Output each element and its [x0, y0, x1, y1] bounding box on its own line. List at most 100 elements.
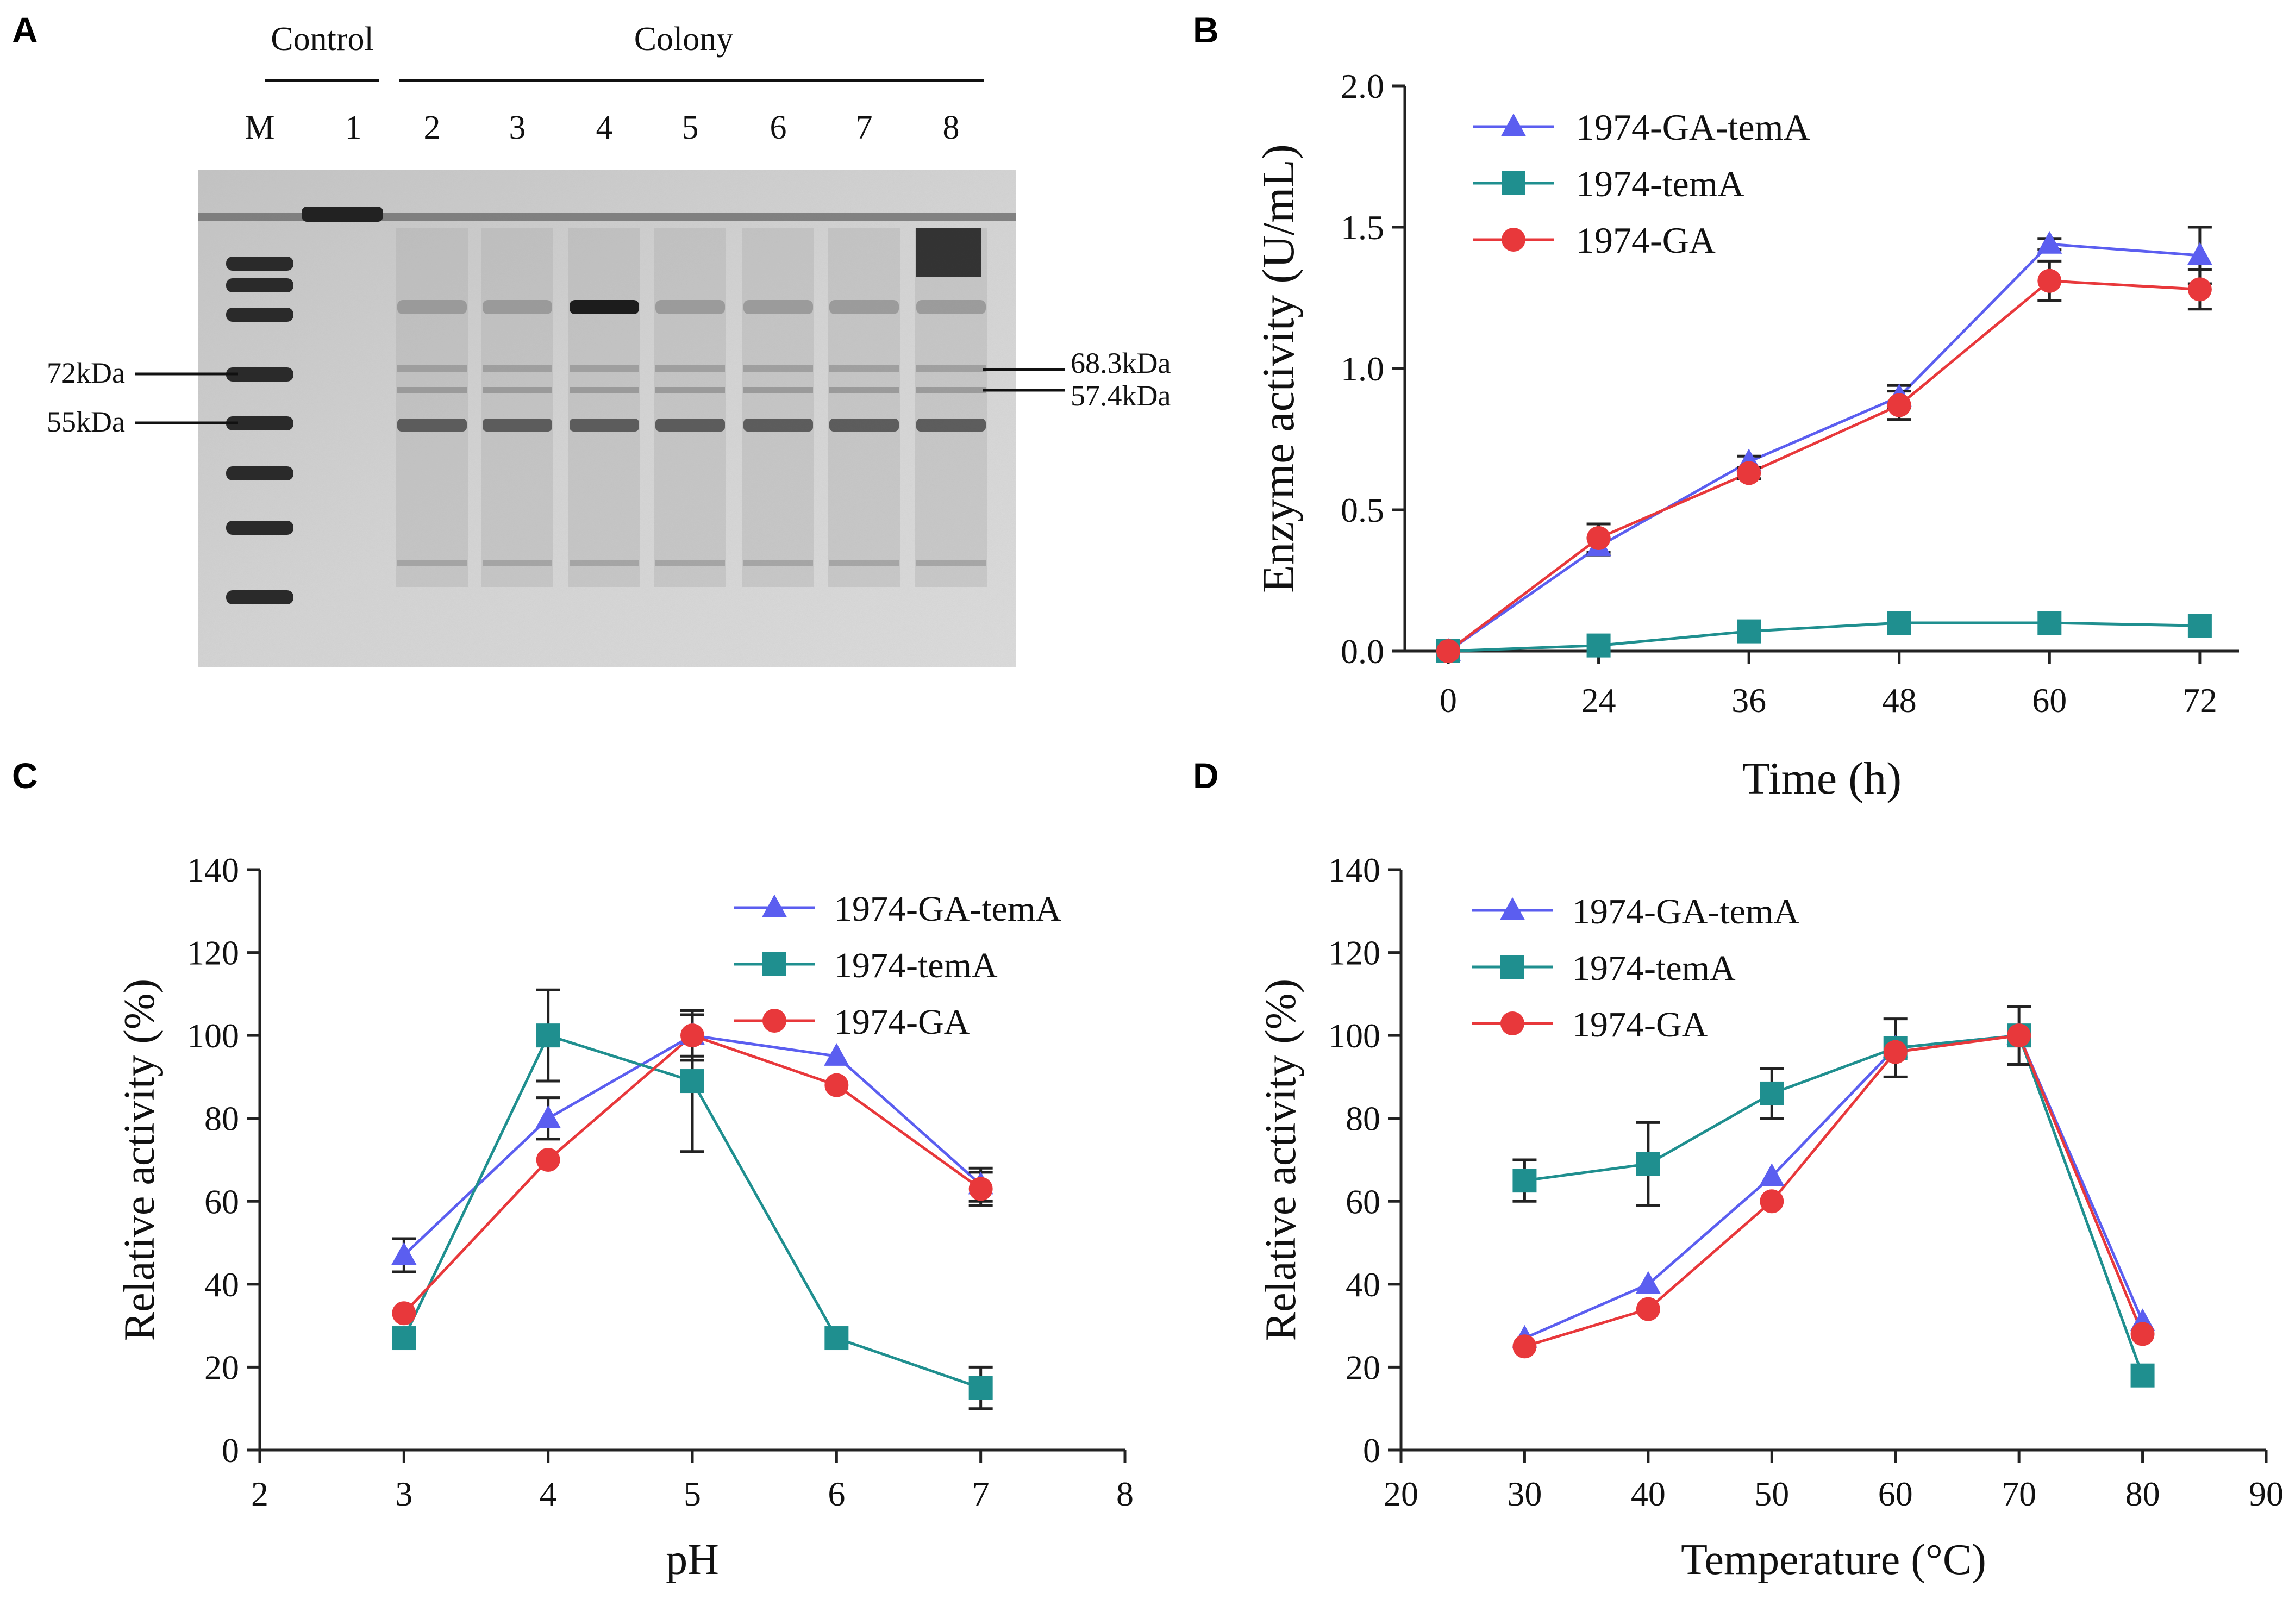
band-main [397, 419, 467, 432]
x-tick-label: 80 [2125, 1475, 2160, 1513]
band-68kda [655, 365, 725, 372]
ladder-band [226, 521, 293, 535]
lane-smear [915, 228, 987, 587]
series-line-1974-GA [1524, 1034, 2144, 1348]
point-1974-GA-40 [1636, 1297, 1660, 1321]
y-tick-label: 80 [204, 1100, 239, 1138]
group-label-control: Control [271, 21, 373, 58]
panel-letter-a: A [12, 10, 38, 50]
point-1974-GA-4 [536, 1148, 560, 1172]
point-1974-GA-temA-50 [1759, 1163, 1785, 1186]
band-57kda [916, 387, 986, 393]
point-1974-temA-3 [392, 1326, 416, 1351]
lane-label-2: 2 [424, 109, 441, 146]
legend-marker-1974-GA-temA [761, 894, 787, 917]
y-tick-label: 40 [1346, 1265, 1380, 1304]
legend-label-1974-temA: 1974-temA [1572, 948, 1736, 988]
band-upper [655, 300, 725, 314]
band-upper [570, 300, 639, 314]
point-1974-temA-6 [824, 1326, 849, 1351]
x-axis-label: pH [666, 1536, 719, 1584]
y-tick-label: 40 [204, 1265, 239, 1304]
lane-label-4: 4 [596, 109, 613, 146]
y-tick-label: 120 [187, 934, 239, 972]
ladder-band [226, 416, 293, 430]
ladder-band [226, 278, 293, 292]
band-57kda [483, 387, 552, 393]
lane-label-1: 1 [345, 109, 362, 146]
band-upper [483, 300, 552, 314]
point-1974-GA-48 [1887, 393, 1911, 417]
point-1974-GA-temA-40 [1635, 1271, 1661, 1294]
x-tick-label: 30 [1507, 1475, 1542, 1513]
band-upper [916, 300, 986, 314]
legend-label-1974-GA: 1974-GA [1576, 220, 1716, 261]
panel-letter-c: C [12, 755, 38, 796]
legend-label-1974-GA: 1974-GA [1572, 1005, 1708, 1045]
lane-label-5: 5 [682, 109, 699, 146]
series-line-1974-temA [1448, 621, 2200, 653]
point-1974-temA-36 [1737, 619, 1761, 644]
legend-marker-1974-GA [762, 1009, 786, 1033]
ladder-band [226, 367, 293, 382]
legend-label-1974-GA: 1974-GA [834, 1002, 970, 1042]
legend-label-1974-temA: 1974-temA [834, 946, 998, 985]
lane-labels: M 1 2 3 4 5 6 7 8 [245, 109, 959, 146]
x-tick-label: 70 [2002, 1475, 2036, 1513]
point-1974-temA-60 [2037, 611, 2062, 635]
x-tick-label: 50 [1754, 1475, 1789, 1513]
y-tick-label: 140 [187, 851, 239, 889]
lane-smear [742, 228, 814, 587]
point-1974-temA-48 [1887, 611, 1911, 635]
point-1974-GA-7 [968, 1177, 993, 1201]
lane-smear [568, 228, 640, 587]
series-line-1974-GA-temA [1524, 1034, 2144, 1340]
band-68kda [743, 365, 813, 372]
y-tick-label: 60 [204, 1182, 239, 1221]
band-57kda [829, 387, 899, 393]
marker-label-72kda: 72kDa [47, 357, 125, 389]
gel-dark-spot [916, 228, 981, 277]
lane-label-6: 6 [770, 109, 787, 146]
band-upper [829, 300, 899, 314]
marker-label-68.3kda: 68.3kDa [1071, 347, 1171, 379]
band-57kda [397, 387, 467, 393]
legend-label-1974-GA-temA: 1974-GA-temA [1572, 892, 1799, 932]
gel-well-control [302, 207, 383, 222]
band-57kda [743, 387, 813, 393]
point-1974-temA-7 [968, 1376, 993, 1400]
y-tick-label: 100 [187, 1016, 239, 1055]
lane-label-8: 8 [943, 109, 960, 146]
point-1974-GA-72 [2187, 277, 2212, 302]
gel-panel: Control Colony M 1 2 3 4 5 6 7 8 72kDa 55kDa 68.… [47, 21, 1171, 667]
y-axis-label: Relative activity (%) [1257, 979, 1305, 1341]
legend-marker-1974-GA-temA [1499, 897, 1525, 920]
point-1974-GA-temA-60 [2037, 231, 2062, 254]
x-axis-label: Time (h) [1742, 753, 1902, 804]
legend-label-1974-GA-temA: 1974-GA-temA [1576, 107, 1810, 148]
chart-relative-activity-ph: 0 20 40 60 80 100 120 140 2 3 4 5 6 7 8 pH Relative acti… [116, 851, 1134, 1584]
point-1974-GA-temA-72 [2187, 242, 2212, 265]
lane-smear [654, 228, 726, 587]
y-axis-label: Enzyme activity (U/mL) [1253, 144, 1304, 593]
x-axis-label: Temperature (°C) [1681, 1536, 1986, 1584]
x-tick-label: 20 [1384, 1475, 1418, 1513]
band-upper [397, 300, 467, 314]
band-main [916, 419, 986, 432]
y-tick-label: 0 [222, 1431, 239, 1470]
band-lower [829, 560, 899, 566]
x-tick-label: 24 [1581, 681, 1616, 720]
gel-texture [198, 170, 1016, 667]
point-1974-temA-30 [1512, 1169, 1537, 1193]
point-1974-GA-60 [1883, 1040, 1908, 1064]
x-tick-label: 5 [684, 1475, 701, 1513]
ladder-band [226, 590, 293, 604]
point-1974-temA-24 [1586, 633, 1611, 658]
y-tick-label: 0.5 [1341, 491, 1384, 529]
point-1974-GA-3 [392, 1301, 416, 1326]
point-1974-temA-50 [1760, 1081, 1784, 1105]
x-tick-label: 36 [1731, 681, 1766, 720]
y-tick-label: 140 [1328, 851, 1380, 889]
point-1974-GA-0 [1436, 639, 1460, 663]
